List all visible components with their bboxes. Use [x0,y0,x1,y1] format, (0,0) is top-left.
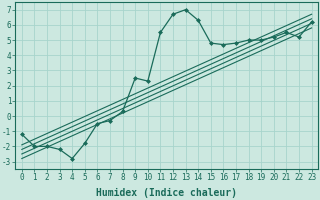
X-axis label: Humidex (Indice chaleur): Humidex (Indice chaleur) [96,188,237,198]
